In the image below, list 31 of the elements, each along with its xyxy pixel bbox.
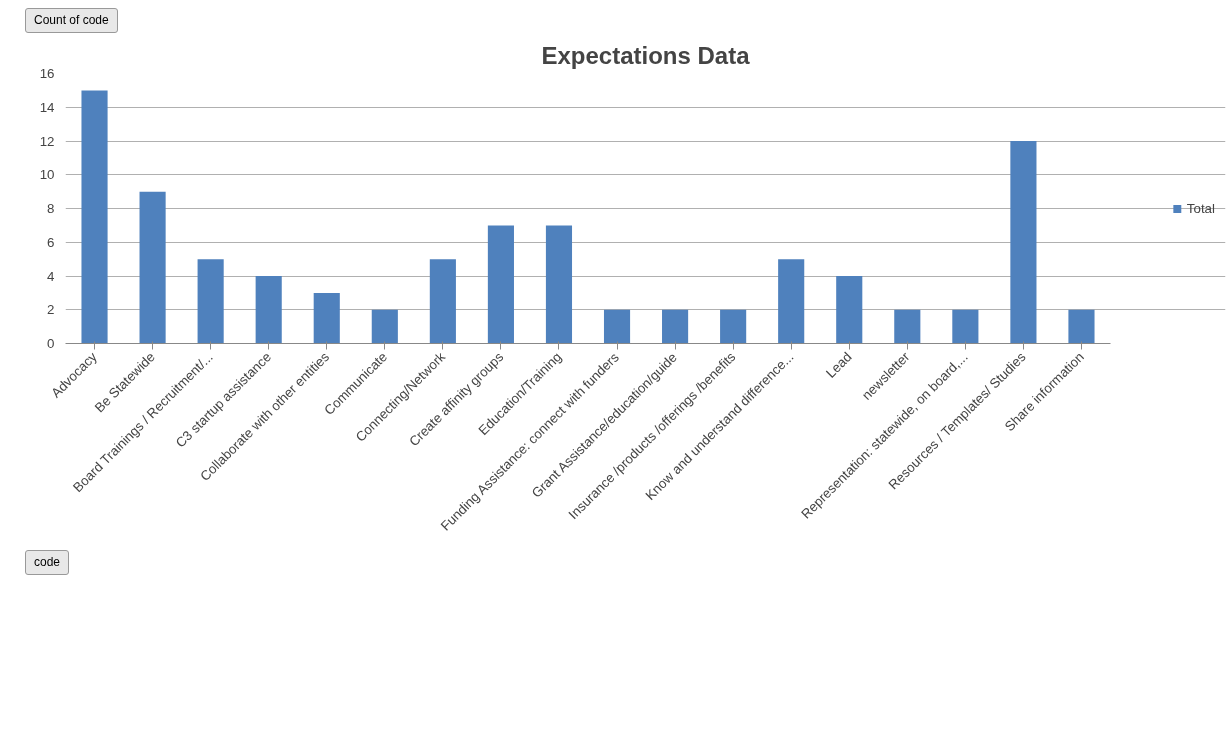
y-tick-label: 10 (39, 167, 55, 183)
chart-title: Expectations Data (541, 41, 751, 69)
bar (603, 309, 631, 344)
bar (371, 309, 398, 344)
bar (487, 225, 514, 344)
bar (81, 90, 108, 344)
bar (952, 309, 979, 344)
bar (1010, 141, 1037, 344)
bar (139, 191, 166, 344)
y-tick-label: 8 (47, 201, 55, 217)
bar (545, 225, 573, 344)
y-tick-label: 12 (39, 133, 55, 149)
bar (429, 259, 456, 344)
bar (720, 309, 747, 344)
bar (1068, 309, 1095, 344)
y-tick-label: 6 (47, 234, 55, 250)
bar (894, 309, 921, 344)
y-tick-label: 0 (47, 336, 55, 352)
legend-label: Total (1186, 200, 1215, 216)
bar (778, 259, 805, 344)
y-tick-label: 16 (39, 66, 55, 82)
y-tick-label: 14 (39, 99, 56, 115)
y-tick-label: 4 (47, 268, 56, 284)
text: Count of code (34, 12, 109, 29)
y-tick-label: 2 (47, 302, 55, 318)
bar (836, 276, 863, 344)
bar (255, 276, 282, 344)
bar (662, 309, 689, 344)
bar (313, 293, 340, 344)
text: code (34, 554, 61, 572)
bar (197, 259, 224, 344)
